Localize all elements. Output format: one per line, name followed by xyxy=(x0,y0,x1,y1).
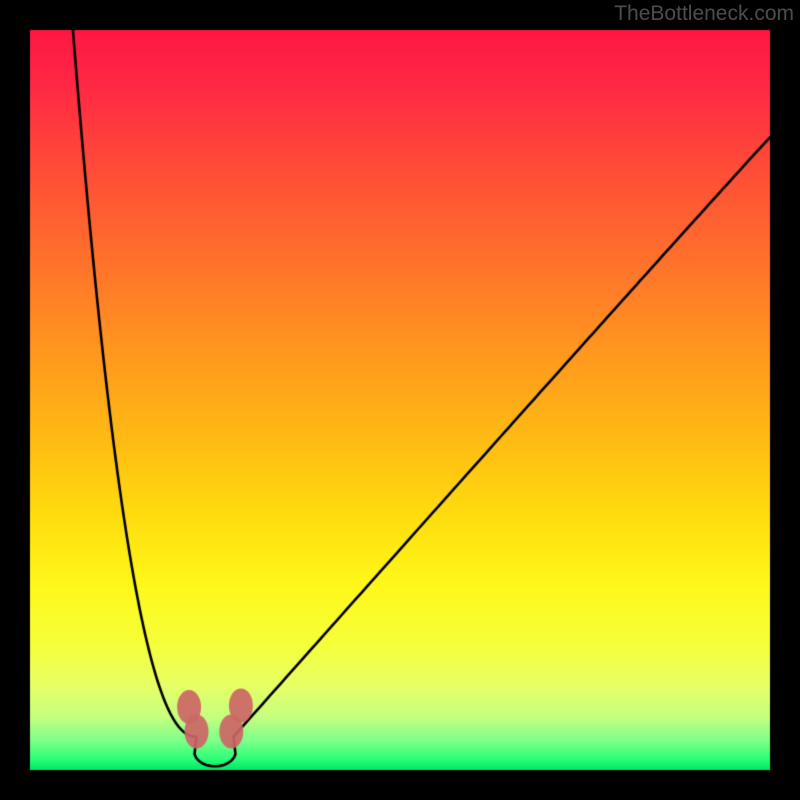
bottleneck-chart-canvas xyxy=(0,0,800,800)
chart-frame: TheBottleneck.com xyxy=(0,0,800,800)
